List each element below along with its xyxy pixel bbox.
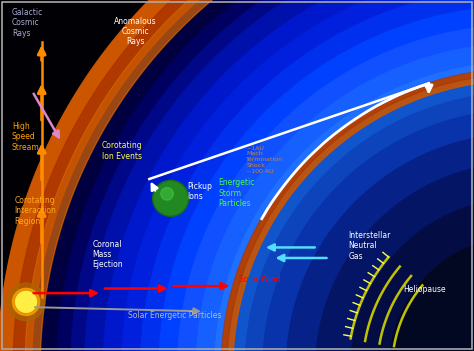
Circle shape (178, 25, 474, 351)
Text: High
Speed
Stream: High Speed Stream (12, 122, 40, 152)
Circle shape (161, 187, 173, 200)
Circle shape (196, 44, 474, 351)
Circle shape (316, 163, 474, 351)
Polygon shape (25, 0, 438, 351)
Circle shape (103, 0, 474, 351)
Text: Coronal
Mass
Ejection: Coronal Mass Ejection (92, 240, 123, 269)
Circle shape (16, 291, 36, 312)
Polygon shape (13, 0, 437, 351)
Circle shape (122, 0, 474, 351)
Text: Corotating
Ion Events: Corotating Ion Events (102, 141, 143, 161)
Circle shape (228, 75, 474, 351)
Text: Pickup
Ions: Pickup Ions (187, 181, 212, 201)
Text: Galactic
Cosmic
Rays: Galactic Cosmic Rays (12, 8, 43, 38)
Circle shape (12, 288, 40, 316)
Circle shape (351, 198, 474, 351)
Text: Anomalous
Cosmic
Rays: Anomalous Cosmic Rays (114, 17, 156, 46)
Circle shape (389, 236, 474, 351)
Text: Corotating
Interaction
Region: Corotating Interaction Region (14, 196, 56, 225)
Circle shape (245, 92, 474, 351)
Bar (0, 0, 71, 70)
Circle shape (71, 0, 474, 351)
Text: Heliopause: Heliopause (403, 285, 446, 294)
Text: Solar Wind: Solar Wind (239, 274, 281, 284)
Text: Energetic
Storm
Particles: Energetic Storm Particles (218, 178, 255, 208)
Polygon shape (222, 71, 474, 351)
Circle shape (159, 6, 474, 351)
Circle shape (153, 180, 189, 216)
Circle shape (57, 0, 474, 351)
Circle shape (85, 0, 474, 351)
Circle shape (7, 283, 45, 320)
Circle shape (215, 62, 474, 351)
Circle shape (263, 110, 474, 351)
Circle shape (233, 80, 474, 351)
Polygon shape (0, 0, 435, 351)
Circle shape (286, 133, 474, 351)
Text: ~1AU
Mach
Termination
Shock
~100 AU: ~1AU Mach Termination Shock ~100 AU (246, 146, 283, 174)
Circle shape (9, 0, 474, 351)
Circle shape (140, 0, 474, 351)
Circle shape (154, 182, 187, 215)
Polygon shape (221, 69, 474, 351)
Text: Interstellar
Neutral
Gas: Interstellar Neutral Gas (348, 231, 391, 260)
Text: Solar Energetic Particles: Solar Energetic Particles (128, 311, 221, 320)
